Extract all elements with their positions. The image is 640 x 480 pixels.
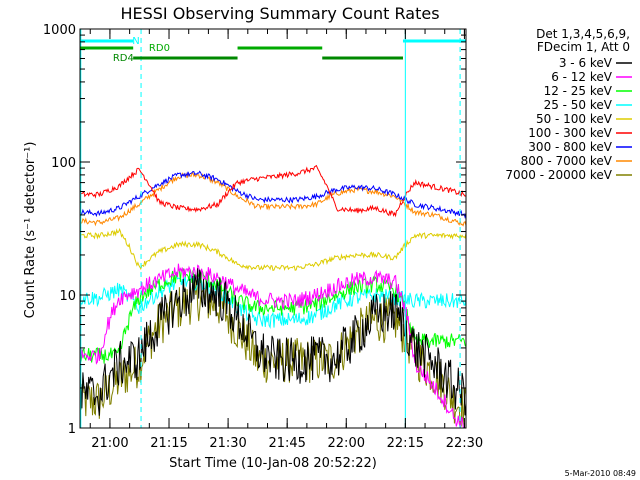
legend-label-8: 7000 - 20000 keV xyxy=(505,168,612,182)
legend-label-2: 12 - 25 keV xyxy=(544,84,613,98)
x-tick-label-2: 21:30 xyxy=(209,436,246,451)
series-line-4 xyxy=(79,227,467,272)
x-tick-label-6: 22:30 xyxy=(446,436,483,451)
x-tick-label-5: 22:15 xyxy=(387,436,424,451)
annotation-label-0: N xyxy=(132,36,139,47)
annotation-label-1: RD0 xyxy=(149,43,170,54)
footer-timestamp: 5-Mar-2010 08:49 xyxy=(565,469,636,478)
legend-label-7: 800 - 7000 keV xyxy=(521,154,613,168)
legend-label-5: 100 - 300 keV xyxy=(528,126,612,140)
x-tick-label-0: 21:00 xyxy=(91,436,128,451)
event-layer xyxy=(80,29,461,428)
series-line-1 xyxy=(79,263,466,429)
legend-header-line-2: FDecim 1, Att 0 xyxy=(537,40,630,54)
y-tick-label-0: 1 xyxy=(68,422,76,437)
x-axis: 21:00 21:15 21:30 21:45 22:00 22:15 22:30 xyxy=(89,29,483,451)
plot-frame xyxy=(79,28,467,429)
x-tick-label-3: 21:45 xyxy=(268,436,305,451)
x-tick-label-4: 22:00 xyxy=(328,436,365,451)
annotation-layer: N RD0 RD4 xyxy=(80,36,466,64)
y-tick-label-2: 100 xyxy=(51,156,76,171)
series-line-0 xyxy=(79,268,467,416)
y-axis: 1 10 100 1000 xyxy=(43,23,466,437)
x-axis-label: Start Time (10-Jan-08 20:52:22) xyxy=(169,456,377,471)
legend-label-6: 300 - 800 keV xyxy=(528,140,612,154)
y-tick-label-1: 10 xyxy=(59,289,76,304)
legend: Det 1,3,4,5,6,9, FDecim 1, Att 0 3 - 6 k… xyxy=(505,27,632,182)
y-tick-label-3: 1000 xyxy=(43,23,76,38)
series-layer xyxy=(79,164,467,429)
legend-label-4: 50 - 100 keV xyxy=(536,112,613,126)
series-line-6 xyxy=(79,170,467,219)
legend-label-3: 25 - 50 keV xyxy=(544,98,613,112)
series-line-7 xyxy=(79,172,467,227)
series-line-5 xyxy=(79,164,467,218)
chart-title: HESSI Observing Summary Count Rates xyxy=(120,4,439,23)
y-axis-label: Count Rate (s⁻¹ detector⁻¹) xyxy=(23,142,38,319)
legend-header-line-1: Det 1,3,4,5,6,9, xyxy=(536,27,630,41)
series-line-3 xyxy=(79,272,467,330)
legend-label-0: 3 - 6 keV xyxy=(559,56,613,70)
annotation-label-2: RD4 xyxy=(113,53,134,64)
legend-label-1: 6 - 12 keV xyxy=(551,70,613,84)
x-tick-label-1: 21:15 xyxy=(150,436,187,451)
